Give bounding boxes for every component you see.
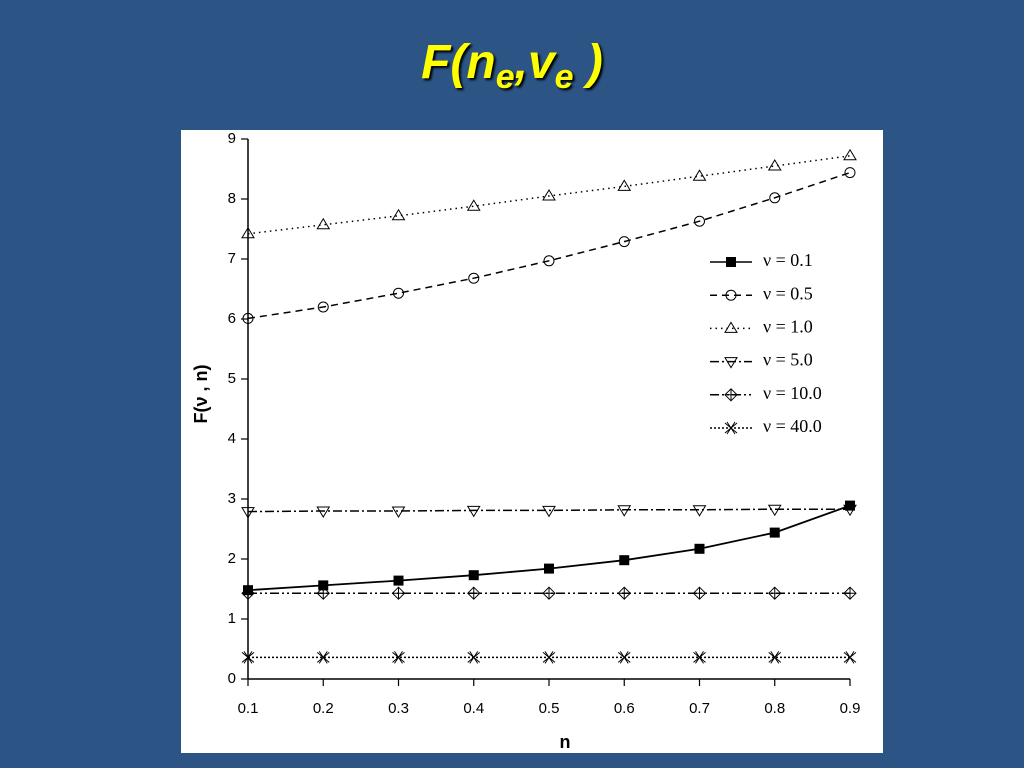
legend-label: ν = 0.1 (763, 250, 813, 270)
title-part: e (496, 58, 515, 96)
marker (724, 357, 738, 369)
marker (843, 586, 857, 600)
marker (769, 527, 780, 538)
marker (542, 189, 556, 201)
marker (725, 289, 737, 301)
marker (693, 651, 706, 664)
marker (317, 301, 329, 313)
plot-panel (181, 130, 883, 753)
marker (468, 570, 479, 581)
marker (542, 586, 556, 600)
marker (767, 159, 782, 171)
x-tick-label: 0.6 (614, 700, 635, 717)
marker (724, 321, 738, 333)
marker (619, 555, 630, 566)
y-tick-label: 4 (228, 430, 236, 447)
marker (391, 506, 406, 518)
marker (726, 257, 736, 267)
legend-label: ν = 10.0 (763, 383, 822, 403)
title-part: ) (574, 36, 603, 89)
marker (392, 651, 405, 664)
y-tick-label: 0 (228, 670, 236, 687)
x-tick-label: 0.4 (463, 700, 484, 717)
x-tick-label: 0.7 (689, 700, 710, 717)
marker (316, 506, 331, 518)
y-tick-label: 7 (228, 250, 236, 267)
y-axis-label: F(ν , n) (191, 365, 211, 424)
marker (694, 215, 705, 227)
y-tick-label: 9 (228, 130, 236, 147)
x-tick-label: 0.8 (764, 700, 785, 717)
x-axis-label: n (560, 732, 571, 752)
marker (844, 167, 856, 179)
x-tick-label: 0.2 (313, 700, 334, 717)
marker (618, 236, 630, 248)
y-tick-label: 1 (228, 610, 236, 627)
marker (542, 505, 556, 518)
y-tick-label: 6 (228, 310, 236, 327)
marker (768, 651, 782, 664)
marker (843, 651, 857, 664)
marker (466, 199, 481, 211)
marker (692, 586, 707, 600)
y-tick-label: 8 (228, 190, 236, 207)
title-part: F(n (421, 36, 496, 89)
x-tick-label: 0.5 (539, 700, 560, 717)
marker (467, 651, 481, 664)
marker (617, 505, 632, 517)
legend-label: ν = 1.0 (763, 317, 813, 337)
x-tick-label: 0.1 (238, 700, 259, 717)
marker (391, 586, 406, 600)
marker (843, 148, 857, 161)
marker (393, 287, 404, 299)
marker (467, 586, 481, 600)
marker (542, 651, 556, 664)
marker (694, 543, 705, 554)
legend-label: ν = 5.0 (763, 350, 813, 370)
marker (617, 586, 631, 600)
marker (241, 507, 255, 519)
marker (724, 388, 738, 402)
title-part: e (555, 58, 574, 96)
marker (843, 504, 857, 517)
marker (241, 226, 255, 239)
marker (544, 563, 554, 574)
x-tick-label: 0.3 (388, 700, 409, 717)
marker (692, 505, 707, 517)
title-part: ,v (514, 36, 557, 89)
x-tick-label: 0.9 (840, 700, 861, 717)
series-line (247, 155, 851, 235)
marker (466, 505, 481, 518)
marker (393, 575, 404, 586)
marker (316, 651, 330, 664)
marker (769, 192, 781, 204)
marker (692, 169, 707, 181)
legend-label: ν = 40.0 (763, 416, 822, 436)
marker (242, 312, 254, 324)
y-tick-label: 3 (228, 490, 236, 507)
marker (241, 651, 255, 664)
slide-title: F(ne,ve ) (421, 36, 603, 96)
series-line (247, 171, 851, 320)
marker (316, 217, 331, 230)
marker (468, 272, 480, 284)
marker (391, 208, 406, 221)
marker (241, 586, 255, 600)
marker (767, 504, 782, 517)
marker (543, 255, 555, 267)
marker (617, 179, 632, 191)
marker (724, 421, 738, 435)
series-line (247, 508, 850, 513)
marker (316, 586, 330, 600)
marker (617, 651, 631, 664)
marker (768, 586, 782, 600)
y-tick-label: 2 (228, 550, 236, 567)
legend-label: ν = 0.5 (763, 283, 813, 303)
y-tick-label: 5 (228, 370, 236, 387)
